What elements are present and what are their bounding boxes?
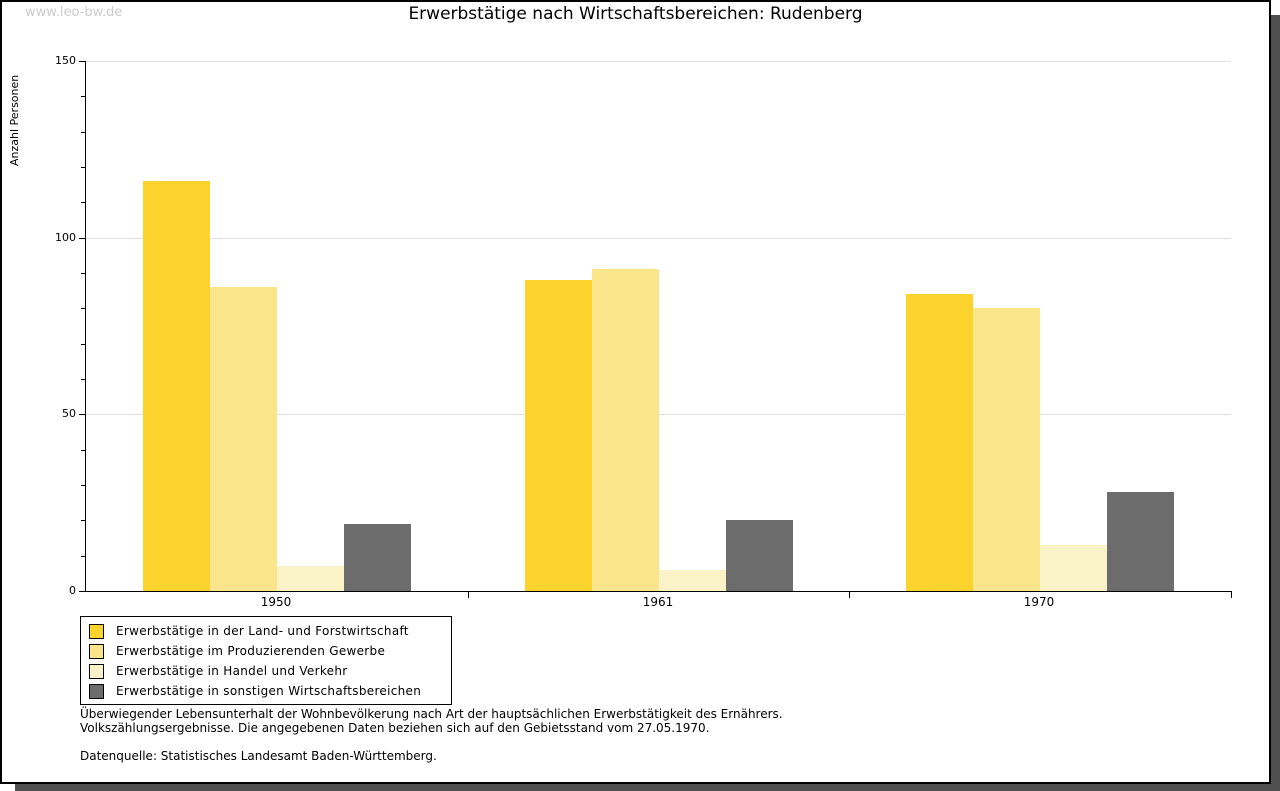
legend-swatch (89, 683, 104, 699)
bar (973, 308, 1040, 591)
bar (1107, 492, 1174, 591)
x-category-label: 1970 (1023, 595, 1055, 609)
legend-label: Erwerbstätige im Produzierenden Gewerbe (116, 644, 386, 658)
y-major-tick (79, 414, 86, 416)
bar (906, 294, 973, 591)
footnote: Überwiegender Lebensunterhalt der Wohnbe… (80, 707, 783, 735)
bar (143, 181, 210, 591)
x-category-label: 1950 (260, 595, 292, 609)
y-major-tick (79, 591, 86, 592)
gridline (86, 237, 1231, 239)
y-minor-tick (81, 308, 86, 310)
y-axis-title: Anzahl Personen (8, 74, 21, 166)
legend-item: Erwerbstätige im Produzierenden Gewerbe (81, 641, 451, 661)
y-minor-tick (81, 379, 86, 380)
plot-area: 0 50 100 150 (55, 54, 1232, 598)
y-minor-tick (81, 96, 86, 98)
legend-swatch (89, 663, 104, 679)
x-tick (1231, 591, 1232, 598)
legend-item: Erwerbstätige in der Land- und Forstwirt… (81, 621, 451, 641)
y-minor-tick (81, 485, 86, 486)
y-minor-tick (81, 202, 86, 204)
legend-item: Erwerbstätige in sonstigen Wirtschaftsbe… (81, 681, 451, 701)
y-minor-tick (81, 449, 86, 451)
legend: Erwerbstätige in der Land- und Forstwirt… (80, 616, 452, 705)
source-note: Datenquelle: Statistisches Landesamt Bad… (80, 749, 437, 763)
y-minor-tick (81, 167, 86, 168)
legend-item: Erwerbstätige in Handel und Verkehr (81, 661, 451, 681)
bar (1040, 545, 1107, 591)
legend-label: Erwerbstätige in Handel und Verkehr (116, 664, 348, 678)
y-minor-tick (81, 131, 86, 133)
bar (210, 287, 277, 591)
x-tick (468, 591, 469, 598)
y-tick-label: 0 (69, 584, 76, 597)
bar (659, 569, 726, 591)
bar (592, 269, 659, 591)
legend-swatch (89, 643, 104, 659)
footnote-line-2: Volkszählungsergebnisse. Die angegebenen… (80, 721, 710, 735)
y-tick-label: 50 (62, 407, 76, 421)
chart-title: Erwerbstätige nach Wirtschaftsbereichen:… (408, 4, 863, 24)
y-tick-label: 150 (55, 54, 76, 67)
legend-label: Erwerbstätige in sonstigen Wirtschaftsbe… (116, 684, 422, 698)
bar (344, 523, 411, 591)
bar (726, 520, 793, 591)
legend-label: Erwerbstätige in der Land- und Forstwirt… (116, 624, 409, 638)
legend-swatch (89, 623, 104, 639)
x-category-label: 1961 (642, 595, 674, 609)
gridline (86, 61, 1231, 62)
y-major-tick (79, 61, 86, 62)
y-minor-tick (81, 343, 86, 345)
y-major-tick (79, 237, 86, 239)
watermark: www.leo-bw.de (25, 5, 123, 20)
bar (277, 566, 344, 591)
y-minor-tick (81, 273, 86, 274)
bar (525, 280, 592, 591)
y-minor-tick (81, 555, 86, 557)
x-tick (849, 591, 850, 598)
y-tick-label: 100 (55, 230, 76, 244)
y-minor-tick (81, 520, 86, 522)
footnote-line-1: Überwiegender Lebensunterhalt der Wohnbe… (80, 707, 783, 721)
